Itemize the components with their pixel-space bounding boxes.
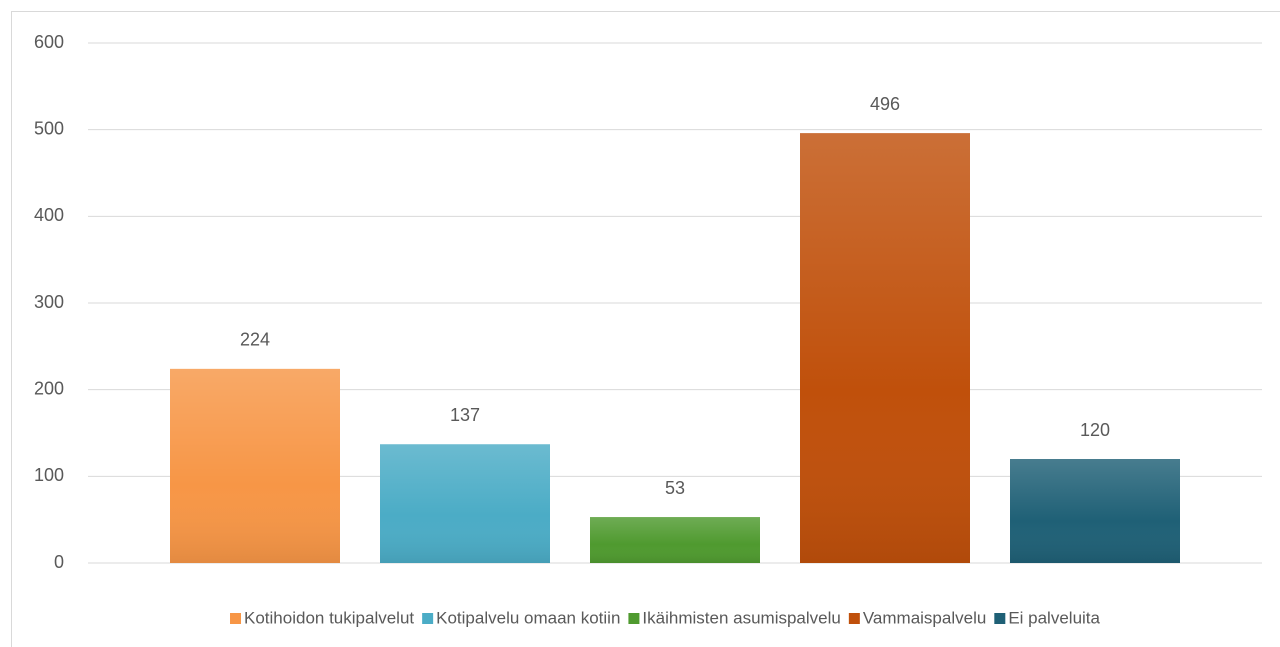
y-tick-label: 300 bbox=[34, 292, 64, 312]
legend-label: Kotihoidon tukipalvelut bbox=[244, 608, 414, 627]
data-label: 496 bbox=[870, 94, 900, 114]
legend-swatch bbox=[628, 613, 640, 624]
legend-label: Ei palveluita bbox=[1008, 608, 1100, 627]
legend-label: Vammaispalvelu bbox=[863, 608, 986, 627]
data-label: 137 bbox=[450, 405, 480, 425]
bar bbox=[590, 517, 760, 563]
bar bbox=[1010, 459, 1180, 563]
bar bbox=[170, 368, 340, 563]
legend-swatch bbox=[230, 613, 242, 624]
data-label: 120 bbox=[1080, 420, 1110, 440]
bar bbox=[380, 444, 550, 563]
data-label: 224 bbox=[240, 330, 270, 350]
y-tick-label: 100 bbox=[34, 465, 64, 485]
legend-swatch bbox=[422, 613, 434, 624]
bar bbox=[800, 133, 970, 563]
y-tick-label: 400 bbox=[34, 205, 64, 225]
y-tick-label: 600 bbox=[34, 32, 64, 52]
y-tick-label: 0 bbox=[54, 552, 64, 572]
legend-swatch bbox=[848, 613, 860, 624]
chart-frame bbox=[11, 11, 1280, 647]
legend-label: Kotipalvelu omaan kotiin bbox=[436, 608, 620, 627]
legend-label: Ikäihmisten asumispalvelu bbox=[642, 608, 840, 627]
data-label: 53 bbox=[665, 478, 685, 498]
y-tick-label: 500 bbox=[34, 118, 64, 138]
legend-swatch bbox=[994, 613, 1006, 624]
y-tick-label: 200 bbox=[34, 378, 64, 398]
